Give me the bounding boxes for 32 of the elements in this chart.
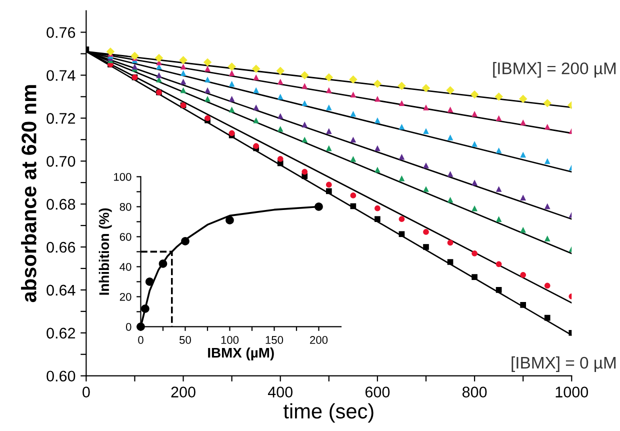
x-tick-label: 200 bbox=[171, 386, 196, 398]
y-tick-label: 0.64 bbox=[46, 284, 76, 296]
x-tick-label: 100 bbox=[221, 336, 239, 344]
y-tick-label: 20 bbox=[120, 292, 132, 301]
x-tick-label: 150 bbox=[266, 336, 284, 344]
y-tick-label: 40 bbox=[120, 262, 132, 271]
x-axis-title: time (sec) bbox=[284, 403, 374, 423]
y-tick-label: 0 bbox=[126, 322, 132, 331]
y-tick-label: 0.74 bbox=[46, 70, 76, 81]
y-axis-title: Inhibition (%) bbox=[98, 208, 112, 295]
y-tick-label: 0.62 bbox=[46, 328, 75, 339]
y-tick-label: 0.76 bbox=[46, 27, 76, 38]
x-tick-label: 800 bbox=[462, 386, 487, 398]
y-tick-label: 100 bbox=[114, 172, 132, 181]
x-axis-title: IBMX (µM) bbox=[208, 347, 274, 360]
annotation: [IBMX] = 200 µM bbox=[493, 62, 616, 78]
annotation: [IBMX] = 0 µM bbox=[512, 356, 616, 372]
y-tick-label: 0.60 bbox=[46, 370, 76, 382]
y-tick-label: 0.70 bbox=[46, 156, 76, 167]
x-tick-label: 400 bbox=[268, 386, 293, 398]
x-tick-label: 0 bbox=[82, 386, 90, 398]
x-tick-label: 200 bbox=[310, 336, 328, 344]
x-tick-label: 0 bbox=[138, 336, 144, 344]
y-tick-label: 0.66 bbox=[46, 242, 76, 253]
y-tick-label: 0.72 bbox=[46, 113, 75, 124]
y-tick-label: 80 bbox=[120, 202, 132, 211]
x-tick-label: 1000 bbox=[556, 386, 588, 398]
y-tick-label: 60 bbox=[120, 232, 132, 241]
x-tick-label: 50 bbox=[180, 336, 191, 344]
y-axis-title: absorbance at 620 nm bbox=[21, 85, 36, 302]
x-tick-label: 600 bbox=[365, 386, 390, 398]
y-tick-label: 0.68 bbox=[46, 198, 76, 210]
